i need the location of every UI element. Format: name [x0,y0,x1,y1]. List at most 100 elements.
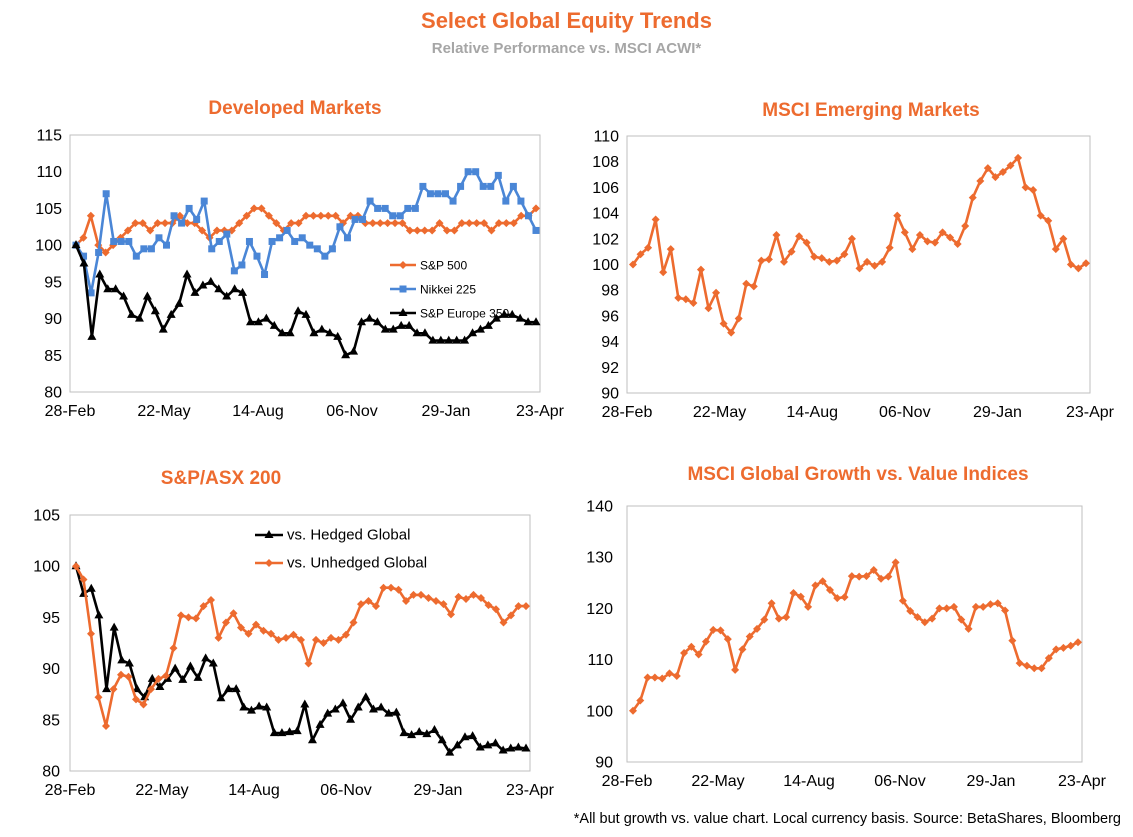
data-point [532,204,540,213]
data-point [767,599,776,608]
data-point [283,226,291,234]
data-point [716,626,725,635]
data-point [117,237,125,245]
data-point [920,618,929,627]
data-point [517,211,526,220]
y-tick-label: 85 [42,712,60,729]
data-point [300,699,310,708]
data-point [185,204,193,212]
y-tick-label: 100 [33,559,60,576]
y-tick-label: 80 [42,764,60,781]
data-point [302,211,310,220]
data-point [444,335,454,344]
data-point [124,672,133,681]
data-point [117,670,125,679]
data-point [472,219,481,228]
data-point [532,226,540,234]
x-tick-label: 06-Nov [874,773,926,790]
data-point [261,271,269,279]
data-point [394,585,403,594]
legend-marker [264,530,274,538]
data-point [142,291,152,300]
data-point [498,745,508,754]
data-point [487,226,496,235]
data-point [1066,260,1075,269]
data-point [419,182,427,190]
data-point [833,594,842,603]
data-point [900,228,909,237]
data-point [719,319,728,328]
data-point [983,164,992,173]
y-tick-label: 110 [36,164,62,181]
data-point [208,658,218,667]
data-point [238,261,246,269]
data-point [651,215,660,224]
data-point [388,324,398,333]
data-point [795,232,804,241]
data-point [170,663,180,672]
data-point [499,309,509,318]
data-point [449,197,457,205]
data-point [86,583,96,592]
data-point [825,257,834,266]
data-point [109,685,118,694]
data-point [689,299,698,308]
plot-frame [69,514,531,772]
data-point [183,219,192,228]
y-tick-label: 102 [592,231,619,248]
data-point [811,581,820,590]
data-point [522,602,530,611]
data-point [316,211,325,220]
data-point [1015,659,1024,668]
data-point [442,226,451,235]
data-point [349,618,358,627]
data-point [79,233,88,242]
data-point [991,173,1000,182]
data-point [949,602,958,611]
data-point [323,708,333,717]
data-point [523,317,533,326]
data-point [986,600,995,609]
data-point [343,234,351,242]
data-point [102,190,110,198]
data-point [643,673,652,682]
data-point [319,639,328,647]
x-tick-label: 28-Feb [602,404,653,421]
data-point [818,577,827,586]
series-s-p-europe-350 [71,240,541,359]
data-point [847,234,856,243]
data-point [214,284,224,293]
data-point [285,727,295,736]
data-point [368,704,378,713]
chart-title: MSCI Emerging Markets [762,100,980,121]
data-point [487,182,495,190]
data-point [494,171,502,179]
data-point [398,219,407,228]
y-tick-label: 120 [586,601,613,618]
data-point [277,728,287,737]
data-point [961,221,970,230]
data-point [1021,183,1030,192]
data-point [351,215,359,223]
y-tick-label: 90 [44,311,62,328]
x-tick-label: 28-Feb [45,403,96,420]
data-point [269,320,279,329]
data-point [499,618,508,627]
data-point [869,566,878,574]
data-point [923,237,932,246]
data-point [364,597,373,606]
data-point [1059,234,1068,243]
data-point [231,684,241,693]
data-point [361,692,371,701]
data-point [198,280,208,289]
series-line [629,558,1082,715]
data-point [884,572,893,581]
data-point [908,245,917,254]
data-point [338,698,348,707]
y-tick-label: 96 [601,308,619,325]
data-point [306,241,314,249]
data-point [774,614,783,623]
data-point [111,284,121,293]
data-point [155,682,165,691]
